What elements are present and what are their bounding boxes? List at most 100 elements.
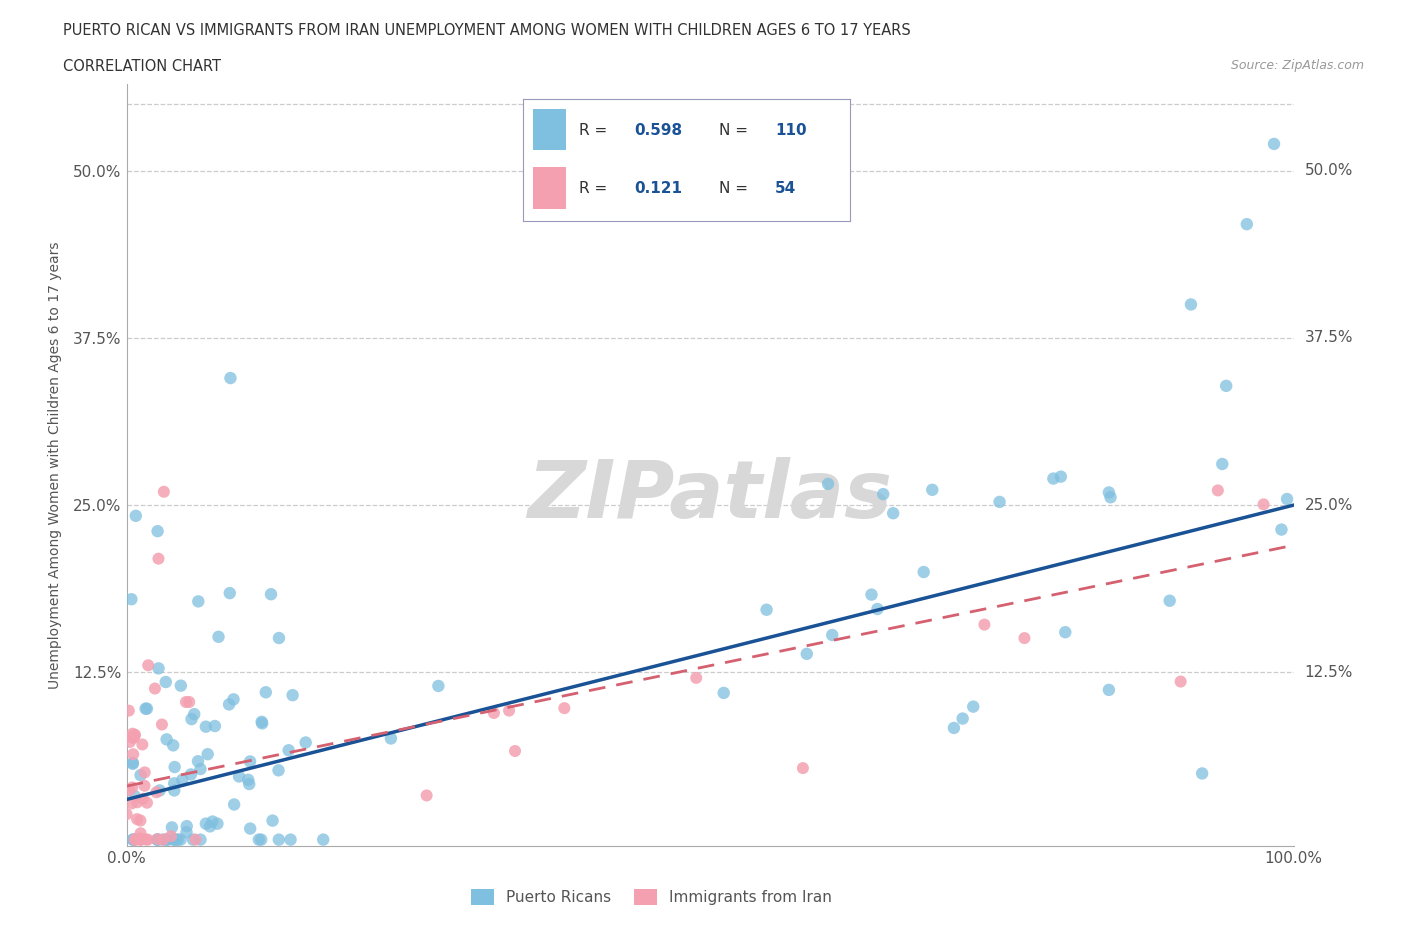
Point (121, 730, 143, 745)
Point (127, 795, 149, 810)
Point (190, 762, 212, 777)
Point (204, 719, 226, 734)
Point (176, 818, 198, 833)
Point (238, 777, 260, 791)
Point (713, 685, 735, 700)
Point (294, 735, 316, 750)
Point (150, 717, 173, 732)
Point (118, 783, 141, 798)
Point (207, 630, 229, 644)
Point (125, 812, 148, 827)
Point (129, 832, 152, 847)
Point (427, 679, 450, 694)
Point (152, 832, 174, 847)
Point (1270, 522, 1292, 537)
Point (166, 832, 188, 847)
Point (912, 565, 935, 579)
Point (872, 486, 894, 501)
Point (121, 726, 143, 741)
Point (143, 681, 166, 696)
Point (146, 832, 169, 847)
Point (553, 700, 575, 715)
Point (166, 832, 188, 847)
Point (1236, 217, 1258, 232)
Point (118, 735, 141, 750)
Point (224, 797, 246, 812)
Point (921, 483, 943, 498)
Point (821, 628, 844, 643)
Point (267, 832, 290, 847)
Point (267, 763, 290, 777)
Point (122, 747, 145, 762)
Point (207, 817, 229, 831)
Point (254, 684, 277, 699)
Point (817, 476, 839, 491)
Point (163, 776, 186, 790)
Point (122, 832, 145, 847)
Point (218, 586, 240, 601)
Point (250, 716, 273, 731)
Point (163, 832, 186, 847)
Point (146, 831, 169, 846)
Point (194, 719, 217, 734)
Point (228, 769, 250, 784)
Text: Source: ZipAtlas.com: Source: ZipAtlas.com (1230, 59, 1364, 72)
Point (190, 832, 212, 847)
Point (942, 721, 965, 736)
Point (163, 832, 186, 847)
Point (179, 695, 201, 710)
Point (482, 706, 505, 721)
Point (1098, 683, 1121, 698)
Point (415, 788, 437, 803)
Point (962, 699, 984, 714)
Point (129, 831, 152, 846)
Point (132, 791, 155, 806)
Point (312, 832, 335, 847)
Point (121, 780, 143, 795)
Point (281, 688, 304, 703)
Point (149, 783, 172, 798)
Point (260, 587, 283, 602)
Point (197, 747, 219, 762)
Point (1050, 470, 1073, 485)
Point (988, 495, 1011, 510)
Point (187, 594, 209, 609)
Point (796, 646, 818, 661)
Point (198, 819, 221, 834)
Point (201, 814, 224, 829)
Point (685, 671, 707, 685)
Point (156, 732, 179, 747)
Point (1180, 297, 1202, 312)
Point (157, 832, 180, 847)
Point (146, 524, 169, 538)
Point (219, 370, 242, 385)
Point (1211, 457, 1233, 472)
Point (135, 701, 157, 716)
Point (135, 701, 157, 716)
Point (148, 661, 170, 676)
Point (218, 697, 240, 711)
Point (184, 832, 207, 847)
Point (755, 603, 778, 618)
Point (162, 737, 184, 752)
Point (280, 832, 302, 847)
Point (169, 832, 191, 847)
Point (1170, 674, 1192, 689)
Point (120, 591, 142, 606)
Point (247, 832, 270, 847)
Point (128, 832, 150, 847)
Point (129, 813, 152, 828)
Point (187, 754, 209, 769)
Point (121, 729, 143, 744)
Point (176, 825, 198, 840)
Point (134, 764, 156, 779)
Point (1206, 483, 1229, 498)
Point (1014, 631, 1036, 645)
Point (1042, 472, 1064, 486)
Point (172, 773, 194, 788)
Point (238, 772, 260, 787)
Point (194, 817, 217, 831)
Point (135, 832, 157, 847)
Point (124, 727, 146, 742)
Point (160, 829, 183, 844)
